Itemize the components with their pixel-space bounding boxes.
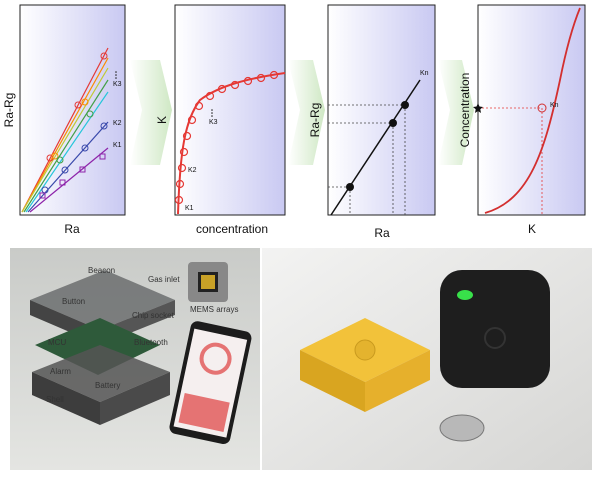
curve-label: K2	[113, 120, 122, 127]
curve-label: K3	[209, 119, 218, 126]
device-label: Battery	[95, 381, 120, 390]
curve-label: Kn	[420, 70, 429, 77]
x-axis-label: Ra	[374, 226, 390, 240]
device-photo	[262, 248, 592, 470]
arrows	[130, 60, 474, 165]
device-label: Bluetooth	[134, 338, 168, 347]
x-axis-label: Ra	[64, 222, 80, 236]
x-axis-label: concentration	[196, 222, 268, 236]
device-label: MCU	[48, 338, 66, 347]
device-label: Button	[62, 297, 85, 306]
device-label: Shell	[46, 395, 64, 404]
y-axis-label: Concentration	[458, 73, 472, 148]
device-label: Alarm	[50, 367, 71, 376]
curve-label: K1	[185, 205, 194, 212]
device-label: Beacon	[88, 266, 115, 275]
chip-label: MEMS arrays	[190, 305, 238, 314]
curve-label: K2	[188, 167, 197, 174]
curve-label: K1	[113, 142, 122, 149]
panel-2: K3 K2 K1 K concentration	[155, 4, 286, 236]
y-axis-label: K	[155, 116, 169, 124]
x-axis-label: K	[528, 222, 536, 236]
device-exploded-photo: Beacon Gas inlet Button Chip socket MCU …	[10, 248, 260, 470]
panel-1: K3 K2 K1 Ra-Rg Ra	[2, 4, 126, 236]
panel-4: Kn Concentration K	[458, 4, 586, 236]
y-axis-label: Ra-Rg	[2, 93, 16, 128]
device-label: Gas inlet	[148, 275, 180, 284]
curve-label: Kn	[550, 102, 559, 109]
device-label: Chip socket	[132, 311, 175, 320]
panel-3: Kn Ra-Rg Ra	[308, 4, 436, 240]
y-axis-label: Ra-Rg	[308, 103, 322, 138]
curve-label: K3	[113, 81, 122, 88]
